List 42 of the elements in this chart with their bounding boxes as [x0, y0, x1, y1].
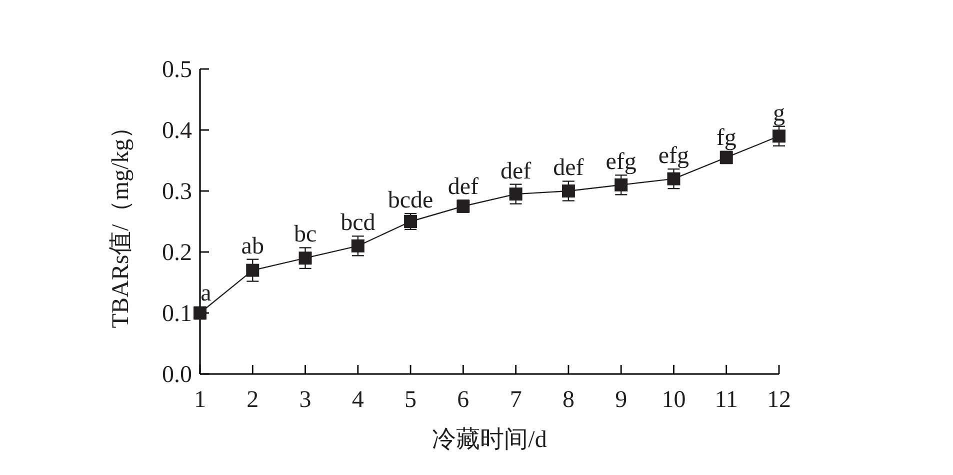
data-label: def — [553, 155, 584, 182]
point — [562, 184, 575, 198]
point — [404, 215, 418, 228]
y-axis-title: TBARs值/（mg/kg） — [108, 114, 134, 328]
x-tick-label: 6 — [457, 387, 470, 413]
data-label: fg — [716, 124, 736, 151]
point — [772, 130, 786, 143]
point — [614, 178, 628, 192]
x-tick-label: 8 — [562, 387, 574, 413]
y-tick-label: 0.5 — [162, 57, 192, 83]
x-tick-label: 3 — [299, 387, 312, 413]
point — [509, 188, 522, 201]
data-label: efg — [658, 143, 690, 170]
data-label: ab — [241, 233, 264, 260]
data-label: def — [448, 174, 479, 200]
point — [351, 239, 364, 252]
data-label: g — [773, 100, 785, 126]
x-tick-label: 4 — [352, 387, 364, 413]
data-label: bcd — [340, 210, 376, 236]
x-axis-title: 冷藏时间/d — [432, 427, 547, 453]
x-tick-label: 12 — [767, 387, 791, 413]
point — [298, 252, 312, 265]
point — [667, 172, 680, 186]
y-tick-label: 0.4 — [162, 118, 192, 144]
point — [246, 264, 260, 277]
x-tick-label: 10 — [662, 387, 686, 413]
data-label: a — [200, 280, 212, 306]
data-label: bcde — [388, 188, 434, 214]
data-label: efg — [606, 149, 636, 176]
x-tick-label: 7 — [510, 387, 522, 413]
y-tick-label: 0.3 — [162, 179, 192, 205]
y-tick-label: 0.1 — [162, 301, 192, 327]
x-tick-label: 11 — [714, 387, 738, 413]
point — [194, 306, 206, 320]
data-label: bc — [294, 222, 317, 248]
data-label: def — [500, 158, 532, 184]
x-tick-label: 9 — [615, 387, 628, 413]
x-tick-label: 1 — [194, 387, 206, 413]
y-tick-label: 0.0 — [162, 362, 192, 388]
x-tick-label: 5 — [404, 387, 417, 413]
x-tick-label: 2 — [246, 387, 259, 413]
y-tick-label: 0.2 — [162, 240, 192, 266]
